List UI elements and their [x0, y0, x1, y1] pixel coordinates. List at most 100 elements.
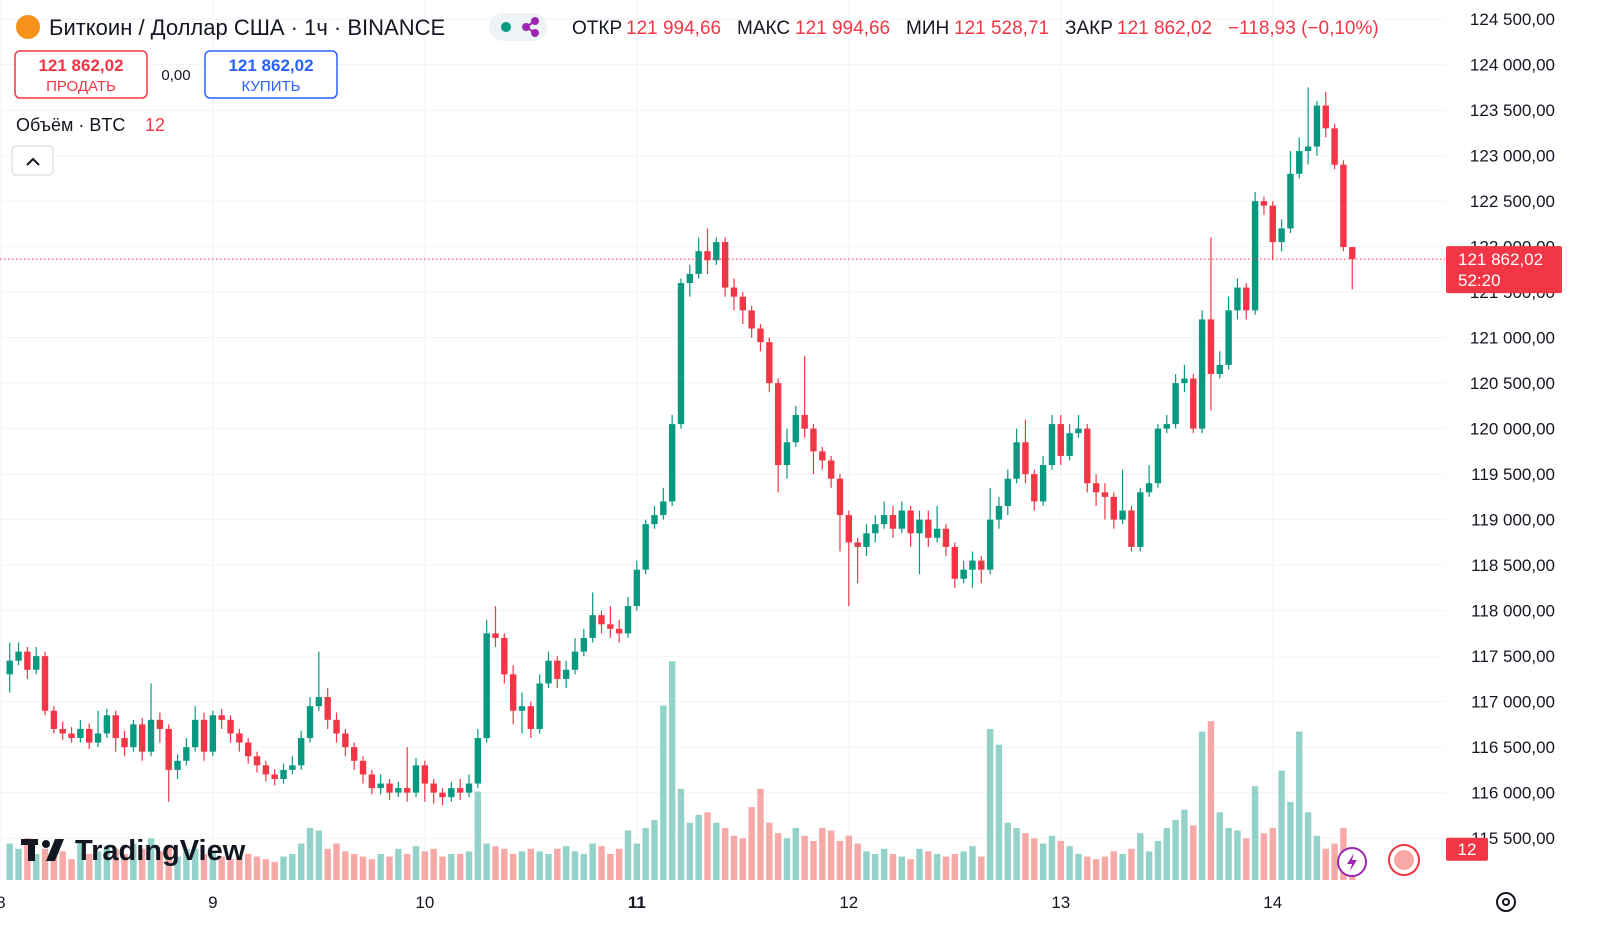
- candle-body: [289, 765, 296, 770]
- candle-body: [624, 606, 632, 634]
- candle-body: [660, 501, 667, 516]
- candle-body: [757, 328, 764, 343]
- volume-bar: [448, 853, 455, 880]
- y-tick-label: 119 500,00: [1471, 465, 1555, 484]
- candle-body: [668, 424, 676, 502]
- candle-body: [218, 715, 225, 720]
- ohlc-label: ЗАКР: [1065, 18, 1113, 39]
- volume-legend: Объём · BTC: [16, 115, 125, 135]
- volume-bar: [315, 830, 323, 880]
- volume-bar: [1260, 833, 1268, 880]
- volume-bar: [607, 853, 614, 880]
- ohlc-value: 121 528,71: [954, 18, 1049, 39]
- candle-body: [836, 478, 844, 516]
- volume-bar: [33, 853, 40, 880]
- volume-bar: [704, 812, 711, 880]
- lightning-icon: [1347, 853, 1357, 871]
- volume-bar: [386, 856, 393, 880]
- volume-bar: [236, 856, 243, 880]
- volume-bar: [1163, 827, 1170, 880]
- volume-bar: [1198, 731, 1206, 880]
- volume-bar: [421, 851, 429, 880]
- volume-bar: [978, 856, 985, 880]
- candle-body: [589, 615, 596, 638]
- volume-bar: [6, 843, 13, 880]
- volume-bar: [297, 843, 305, 880]
- candle-body: [562, 669, 570, 679]
- status-pill[interactable]: [489, 13, 547, 41]
- y-tick-label: 122 500,00: [1470, 192, 1555, 211]
- volume-bar: [227, 859, 234, 880]
- y-tick-label: 119 000,00: [1471, 511, 1555, 530]
- volume-bar: [783, 838, 791, 880]
- candle-body: [130, 724, 137, 748]
- buy-button[interactable]: [204, 50, 338, 99]
- candle-body: [1269, 205, 1276, 243]
- candle-body: [1216, 364, 1223, 375]
- candle-body: [386, 783, 393, 793]
- volume-bar: [1322, 848, 1329, 880]
- volume-bar: [995, 744, 1003, 880]
- volume-bar: [1119, 853, 1126, 880]
- candle-body: [1251, 201, 1259, 311]
- candle-body: [1331, 128, 1338, 165]
- volume-bar: [1066, 846, 1073, 880]
- candle-body: [501, 637, 508, 675]
- volume-bar: [925, 851, 932, 880]
- volume-bar: [68, 859, 75, 880]
- candle-body: [306, 706, 314, 739]
- y-tick-label: 118 000,00: [1471, 602, 1555, 621]
- volume-legend-value: 12: [145, 115, 165, 135]
- candle-body: [342, 733, 349, 748]
- candle-body: [827, 460, 835, 479]
- volume-bar: [1207, 721, 1215, 880]
- volume-bar: [324, 848, 331, 880]
- candle-body: [448, 788, 455, 798]
- sell-button[interactable]: [14, 50, 148, 99]
- candle-body: [253, 756, 261, 766]
- volume-bar: [1039, 843, 1047, 880]
- volume-bar: [898, 856, 906, 880]
- candle-body: [483, 633, 490, 739]
- volume-bar: [1057, 840, 1064, 880]
- volume-pane: [6, 661, 1356, 880]
- volume-bar: [916, 848, 923, 880]
- candle-body: [898, 510, 906, 529]
- volume-bar: [262, 859, 270, 880]
- candle-body: [492, 633, 499, 638]
- volume-bar: [810, 840, 817, 880]
- volume-bar: [872, 853, 879, 880]
- candle-body: [783, 442, 791, 466]
- settings-icon[interactable]: [1496, 892, 1516, 912]
- volume-bar: [191, 848, 199, 880]
- candle-body: [951, 546, 958, 579]
- volume-bar: [686, 822, 694, 880]
- logo-shape: [28, 839, 35, 861]
- volume-bar: [121, 853, 128, 880]
- volume-bar: [456, 853, 464, 880]
- buy-label: КУПИТЬ: [241, 78, 300, 95]
- volume-bar: [1243, 838, 1250, 880]
- candle-body: [545, 660, 552, 684]
- volume-bar: [774, 833, 782, 880]
- candle-body: [633, 569, 641, 607]
- candle-body: [1137, 492, 1144, 547]
- x-tick-label: 14: [1263, 893, 1282, 912]
- volume-bar: [94, 851, 102, 880]
- volume-bar: [112, 848, 119, 880]
- candle-body: [183, 747, 190, 761]
- volume-bar: [50, 856, 58, 880]
- x-tick-label: 10: [415, 893, 434, 912]
- candle-body: [1163, 424, 1170, 429]
- volume-bar: [580, 853, 588, 880]
- volume-bar: [1234, 830, 1241, 880]
- volume-bar: [880, 848, 888, 880]
- candle-body: [1225, 310, 1232, 365]
- overlay: Биткоин / Доллар США · 1ч · BINANCE ОТКР…: [11, 13, 1516, 912]
- candle-body: [368, 774, 376, 789]
- y-tick-label: 115 500,00: [1471, 829, 1555, 848]
- volume-bar: [333, 843, 340, 880]
- candle-body: [430, 783, 437, 793]
- candle-body: [580, 637, 588, 652]
- volume-bar: [942, 856, 950, 880]
